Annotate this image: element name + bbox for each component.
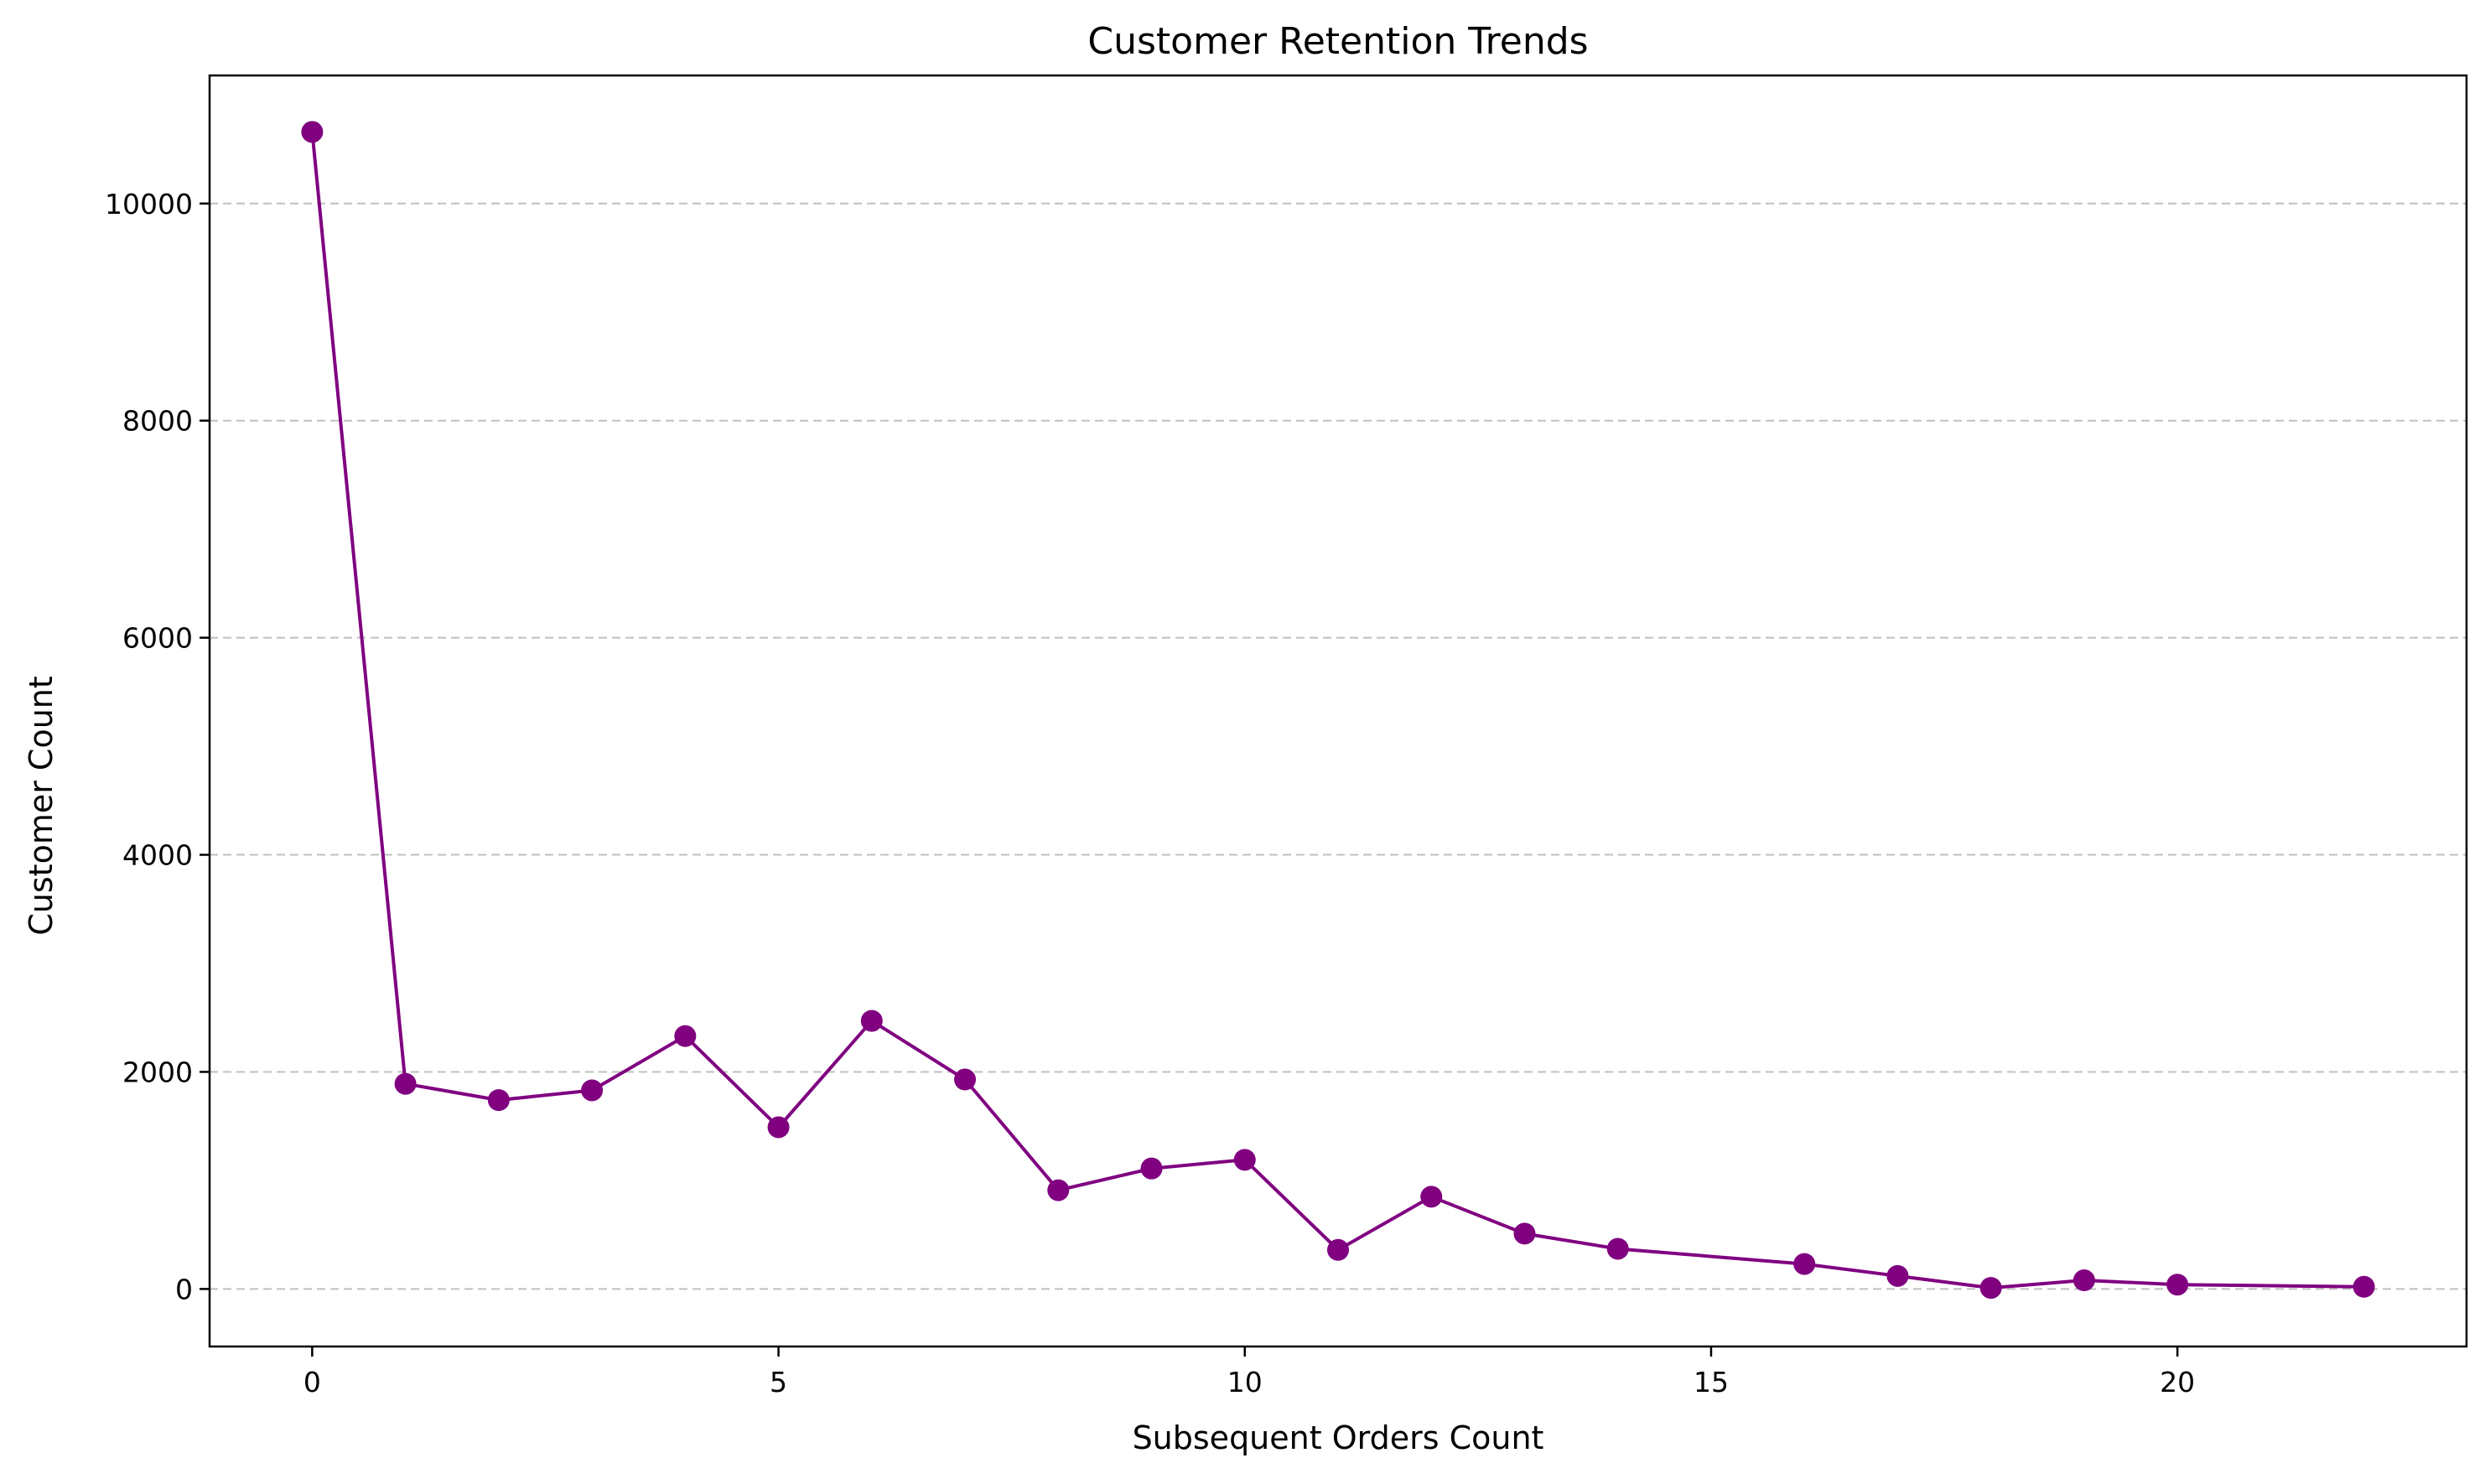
data-point (394, 1072, 417, 1095)
x-tick-label: 15 (1694, 1366, 1729, 1398)
y-tick-label: 2000 (122, 1056, 193, 1088)
data-point (1420, 1186, 1443, 1208)
data-point (2072, 1269, 2095, 1292)
data-point (1233, 1149, 1256, 1171)
data-point (1793, 1253, 1816, 1275)
x-tick-label: 0 (303, 1366, 321, 1398)
data-point (1606, 1238, 1629, 1260)
y-tick-label: 0 (175, 1273, 193, 1305)
x-tick-label: 20 (2160, 1366, 2195, 1398)
chart-title: Customer Retention Trends (1087, 20, 1588, 63)
data-point (301, 121, 324, 143)
data-point (1327, 1238, 1349, 1261)
series-layer (301, 121, 2375, 1300)
plot-frame (208, 74, 2468, 1348)
data-point (860, 1009, 883, 1032)
data-point (1513, 1222, 1536, 1245)
x-axis-label: Subsequent Orders Count (1133, 1419, 1544, 1456)
y-tick-label: 6000 (122, 622, 193, 655)
y-tick-label: 4000 (122, 839, 193, 872)
data-point (1140, 1157, 1163, 1180)
data-point (1979, 1277, 2002, 1300)
data-point (954, 1068, 977, 1091)
y-tick-label: 10000 (105, 188, 193, 221)
y-axis-label: Customer Count (23, 676, 60, 936)
data-point (674, 1025, 697, 1047)
data-point (2353, 1275, 2375, 1298)
data-point (1886, 1264, 1909, 1287)
data-point (1047, 1179, 1070, 1201)
x-tick-label: 5 (770, 1366, 787, 1398)
tick-layer: 0 2000 4000 6000 8000 10000 0 5 10 15 20 (105, 188, 2195, 1398)
data-point (581, 1079, 604, 1102)
data-point (767, 1116, 790, 1139)
y-tick-label: 8000 (122, 405, 193, 438)
data-point (2166, 1274, 2189, 1296)
data-point (487, 1089, 510, 1112)
x-tick-label: 10 (1227, 1366, 1263, 1398)
